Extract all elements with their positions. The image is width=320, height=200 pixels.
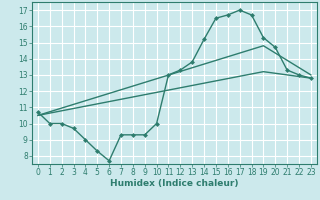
X-axis label: Humidex (Indice chaleur): Humidex (Indice chaleur): [110, 179, 239, 188]
